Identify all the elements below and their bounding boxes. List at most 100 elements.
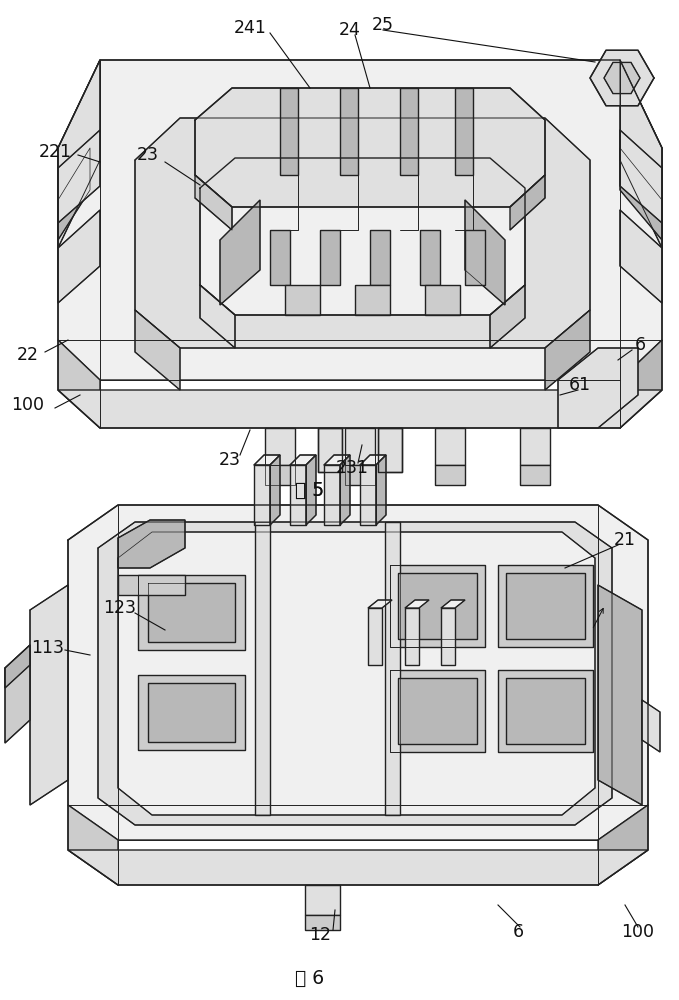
Polygon shape <box>290 455 316 465</box>
Polygon shape <box>118 575 185 595</box>
Polygon shape <box>376 455 386 525</box>
Polygon shape <box>340 455 350 525</box>
Polygon shape <box>345 428 375 465</box>
Polygon shape <box>435 465 465 485</box>
Polygon shape <box>5 645 30 743</box>
Polygon shape <box>270 230 290 285</box>
Polygon shape <box>30 585 68 805</box>
Polygon shape <box>385 522 400 815</box>
Text: 24: 24 <box>339 21 361 39</box>
Text: 100: 100 <box>12 396 45 414</box>
Polygon shape <box>340 88 358 175</box>
Polygon shape <box>455 88 473 175</box>
Text: 61: 61 <box>569 376 591 394</box>
Polygon shape <box>58 60 100 248</box>
Text: 图 6: 图 6 <box>295 968 325 988</box>
Polygon shape <box>620 340 662 428</box>
Polygon shape <box>58 390 662 428</box>
Text: 12: 12 <box>309 926 331 944</box>
Polygon shape <box>405 608 419 665</box>
Polygon shape <box>598 585 642 805</box>
Polygon shape <box>68 505 648 840</box>
Polygon shape <box>390 670 485 752</box>
Polygon shape <box>290 465 306 525</box>
Polygon shape <box>465 230 485 285</box>
Polygon shape <box>135 310 180 390</box>
Polygon shape <box>98 522 612 825</box>
Polygon shape <box>254 465 270 525</box>
Polygon shape <box>255 522 270 815</box>
Text: 123: 123 <box>103 599 136 617</box>
Polygon shape <box>506 678 585 744</box>
Polygon shape <box>118 520 185 568</box>
Text: 23: 23 <box>137 146 159 164</box>
Text: 241: 241 <box>234 19 266 37</box>
Polygon shape <box>370 230 390 285</box>
Polygon shape <box>306 455 316 525</box>
Polygon shape <box>520 465 550 485</box>
Polygon shape <box>305 885 340 915</box>
Polygon shape <box>324 455 350 465</box>
Polygon shape <box>285 285 320 315</box>
Polygon shape <box>148 683 235 742</box>
Polygon shape <box>68 850 648 885</box>
Polygon shape <box>118 532 595 815</box>
Polygon shape <box>58 340 100 428</box>
Text: 25: 25 <box>372 16 394 34</box>
Polygon shape <box>400 88 418 175</box>
Polygon shape <box>254 455 280 465</box>
Text: 113: 113 <box>31 639 65 657</box>
Polygon shape <box>398 678 477 744</box>
Polygon shape <box>398 573 477 639</box>
Polygon shape <box>642 700 660 752</box>
Polygon shape <box>195 88 545 207</box>
Polygon shape <box>498 670 593 752</box>
Polygon shape <box>405 600 429 608</box>
Polygon shape <box>490 285 525 348</box>
Polygon shape <box>58 60 662 380</box>
Polygon shape <box>200 158 525 315</box>
Polygon shape <box>378 428 402 472</box>
Polygon shape <box>360 465 376 525</box>
Polygon shape <box>435 428 465 465</box>
Polygon shape <box>510 175 545 230</box>
Polygon shape <box>498 565 593 647</box>
Polygon shape <box>318 428 342 472</box>
Polygon shape <box>138 675 245 750</box>
Polygon shape <box>135 118 590 348</box>
Polygon shape <box>598 805 648 885</box>
Polygon shape <box>368 608 382 665</box>
Polygon shape <box>590 50 654 106</box>
Polygon shape <box>620 60 662 248</box>
Polygon shape <box>425 285 460 315</box>
Polygon shape <box>368 600 392 608</box>
Polygon shape <box>420 230 440 285</box>
Polygon shape <box>390 565 485 647</box>
Polygon shape <box>620 210 662 303</box>
Polygon shape <box>58 210 100 303</box>
Polygon shape <box>138 575 245 650</box>
Text: 23: 23 <box>219 451 241 469</box>
Polygon shape <box>280 88 298 175</box>
Polygon shape <box>604 62 640 94</box>
Polygon shape <box>305 915 340 930</box>
Text: 22: 22 <box>17 346 39 364</box>
Text: 图 5: 图 5 <box>295 481 325 499</box>
Polygon shape <box>558 348 638 428</box>
Polygon shape <box>200 285 235 348</box>
Polygon shape <box>465 200 505 305</box>
Polygon shape <box>265 428 295 465</box>
Polygon shape <box>5 645 30 688</box>
Polygon shape <box>265 465 295 485</box>
Polygon shape <box>220 200 260 305</box>
Text: 0.31: 0.31 <box>308 489 312 490</box>
Polygon shape <box>58 130 100 223</box>
Polygon shape <box>360 455 386 465</box>
Polygon shape <box>506 573 585 639</box>
Polygon shape <box>520 428 550 465</box>
Polygon shape <box>545 310 590 390</box>
Text: 6: 6 <box>513 923 524 941</box>
Polygon shape <box>68 805 118 885</box>
Polygon shape <box>320 230 340 285</box>
Polygon shape <box>270 455 280 525</box>
